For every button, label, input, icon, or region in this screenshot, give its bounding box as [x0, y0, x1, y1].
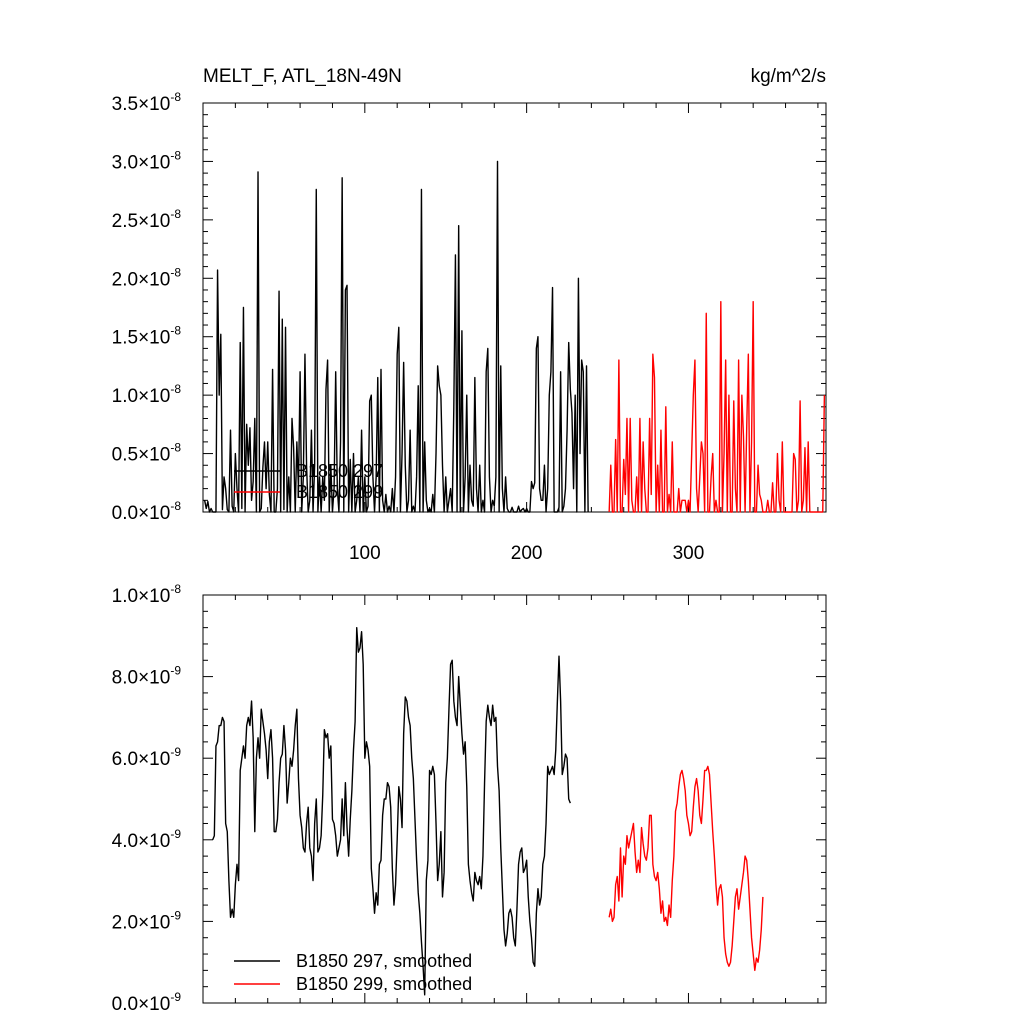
y-tick-label: 0.0×10-9	[112, 990, 182, 1015]
x-tick-label: 300	[673, 543, 705, 564]
series-line	[608, 300, 826, 513]
plot-frame	[202, 594, 827, 1004]
y-tick-label: 0.0×10-8	[112, 499, 182, 524]
series-line	[203, 160, 589, 513]
legend-label: B1850 299	[296, 482, 383, 502]
x-tick-label: 100	[349, 543, 381, 564]
series-line	[608, 765, 764, 972]
legend-label: B1850 297, smoothed	[296, 951, 472, 971]
legend-label: B1850 297	[296, 461, 383, 481]
x-tick-label: 200	[511, 543, 543, 564]
y-tick-label: 2.5×10-8	[112, 207, 182, 232]
bottom-panel: 0.0×10-9 2.0×10-9 4.0×10-9 6.0×10-9 8.0×10-9…	[112, 582, 827, 1015]
top-panel: 0.0×10-8 0.5×10-8 1.0×10-8 1.5×10-8 2.0×10-8…	[112, 90, 827, 564]
units-label: kg/m^2/s	[751, 66, 826, 87]
y-tick-label: 0.5×10-8	[112, 441, 182, 466]
y-tick-label: 8.0×10-9	[112, 664, 182, 689]
chart-title: MELT_F, ATL_18N-49N	[203, 66, 402, 87]
y-tick-label: 2.0×10-8	[112, 265, 182, 290]
series-line	[212, 626, 571, 996]
y-tick-label: 2.0×10-9	[112, 908, 182, 933]
y-tick-label: 1.0×10-8	[112, 582, 182, 607]
y-tick-label: 4.0×10-9	[112, 827, 182, 852]
y-tick-label: 3.5×10-8	[112, 90, 182, 115]
y-tick-label: 3.0×10-8	[112, 148, 182, 173]
y-tick-label: 1.5×10-8	[112, 324, 182, 349]
y-tick-label: 1.0×10-8	[112, 382, 182, 407]
y-tick-label: 6.0×10-9	[112, 745, 182, 770]
legend-label: B1850 299, smoothed	[296, 974, 472, 994]
